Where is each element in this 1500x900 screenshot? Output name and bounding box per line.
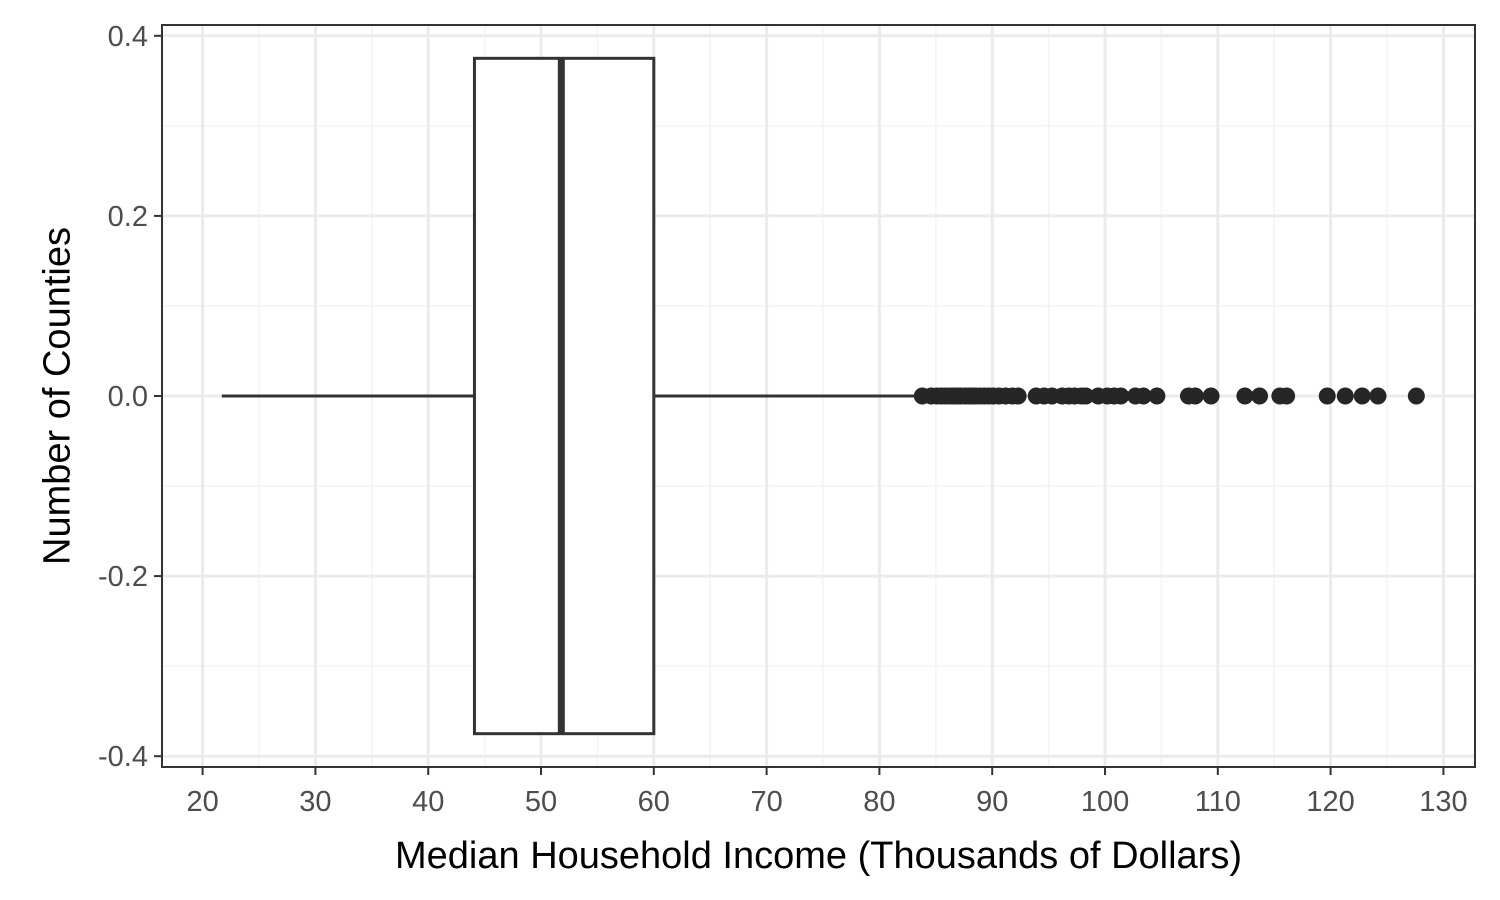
x-tick-label: 80 <box>863 786 895 818</box>
outlier-point <box>1369 387 1387 405</box>
outlier-point <box>1077 387 1095 405</box>
axis-ticks <box>154 34 1445 775</box>
x-tick-label: 30 <box>299 786 331 818</box>
outlier-point <box>1353 387 1371 405</box>
y-tick-label: 0.0 <box>108 381 148 413</box>
y-tick-label: 0.4 <box>108 21 148 53</box>
outlier-point <box>1278 387 1296 405</box>
outlier-point <box>1112 387 1130 405</box>
y-axis-title: Number of Counties <box>36 227 78 565</box>
outlier-point <box>1148 387 1166 405</box>
x-tick-label: 70 <box>750 786 782 818</box>
outlier-point <box>1236 387 1254 405</box>
x-tick-label: 60 <box>638 786 670 818</box>
x-tick-label: 20 <box>186 786 218 818</box>
y-tick-label: -0.2 <box>98 561 148 593</box>
y-tick-label: -0.4 <box>98 741 148 773</box>
x-tick-label: 40 <box>412 786 444 818</box>
x-tick-label: 100 <box>1081 786 1129 818</box>
x-tick-label: 110 <box>1195 786 1241 818</box>
outlier-point <box>1318 387 1336 405</box>
tick-labels: 20 30 40 50 60 70 80 90 100 110 120 130 -0.4 -0.2 0.0 0… <box>98 21 1468 818</box>
y-tick-label: 0.2 <box>108 201 148 233</box>
outlier-point <box>1009 387 1027 405</box>
x-tick-label: 120 <box>1306 786 1354 818</box>
outlier-point <box>1407 387 1425 405</box>
outlier-point <box>1134 387 1152 405</box>
x-tick-label: 90 <box>976 786 1008 818</box>
x-tick-label: 50 <box>525 786 557 818</box>
outlier-point <box>1202 387 1220 405</box>
boxplot-marks <box>221 56 1425 736</box>
x-tick-label: 130 <box>1419 786 1467 818</box>
x-axis-title: Median Household Income (Thousands of Do… <box>395 835 1242 877</box>
outlier-point <box>1336 387 1354 405</box>
outlier-point <box>1251 387 1269 405</box>
outlier-point <box>1186 387 1204 405</box>
